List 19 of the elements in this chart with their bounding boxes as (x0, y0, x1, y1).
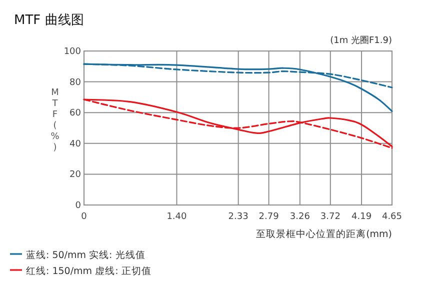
x-tick-label: 4.65 (382, 212, 402, 222)
x-axis-title: 至取景框中心位置的距离(mm) (256, 228, 392, 240)
y-axis-title: MTF(%) (50, 88, 60, 153)
x-tick-label: 2.33 (228, 212, 248, 222)
y-tick-label: 80 (70, 78, 82, 88)
legend-label: 红线: 150/mm 虚线: 正切值 (26, 265, 152, 277)
y-tick-label: 60 (70, 108, 82, 119)
y-tick-label: 100 (64, 47, 82, 57)
text: (1m 光圈F1.9) (330, 35, 392, 46)
y-tick-label: 20 (70, 170, 82, 180)
x-tick-label: 4.19 (352, 212, 372, 222)
y-tick-label: 40 (70, 139, 82, 150)
y-tick-label: 0 (75, 201, 82, 211)
x-tick-label: 3.26 (290, 212, 310, 222)
x-tick-label: 3.72 (320, 212, 340, 222)
x-tick-label: 1.40 (166, 212, 188, 222)
legend-label: 蓝线: 50/mm 实线: 光线值 (26, 249, 146, 261)
chart-title: MTF 曲线图 (14, 13, 84, 28)
x-tick-label: 2.79 (258, 212, 280, 222)
